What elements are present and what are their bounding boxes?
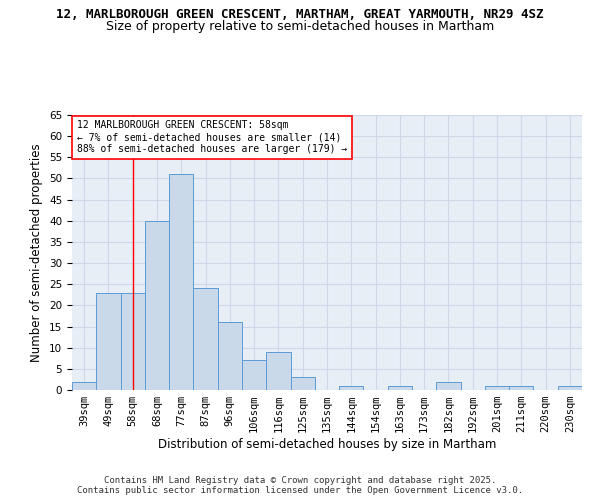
Bar [193,288,218,390]
Bar [96,292,121,390]
Text: 12, MARLBOROUGH GREEN CRESCENT, MARTHAM, GREAT YARMOUTH, NR29 4SZ: 12, MARLBOROUGH GREEN CRESCENT, MARTHAM,… [56,8,544,20]
Bar [558,386,582,390]
Bar [169,174,193,390]
Bar [266,352,290,390]
Text: 12 MARLBOROUGH GREEN CRESCENT: 58sqm
← 7% of semi-detached houses are smaller (1: 12 MARLBOROUGH GREEN CRESCENT: 58sqm ← 7… [77,120,347,154]
Bar [145,221,169,390]
Y-axis label: Number of semi-detached properties: Number of semi-detached properties [31,143,43,362]
Bar [218,322,242,390]
Bar [121,292,145,390]
Bar [72,382,96,390]
Bar [509,386,533,390]
Bar [436,382,461,390]
Text: Contains HM Land Registry data © Crown copyright and database right 2025.
Contai: Contains HM Land Registry data © Crown c… [77,476,523,495]
Bar [388,386,412,390]
Bar [242,360,266,390]
Bar [290,378,315,390]
Bar [485,386,509,390]
X-axis label: Distribution of semi-detached houses by size in Martham: Distribution of semi-detached houses by … [158,438,496,451]
Bar [339,386,364,390]
Text: Size of property relative to semi-detached houses in Martham: Size of property relative to semi-detach… [106,20,494,33]
